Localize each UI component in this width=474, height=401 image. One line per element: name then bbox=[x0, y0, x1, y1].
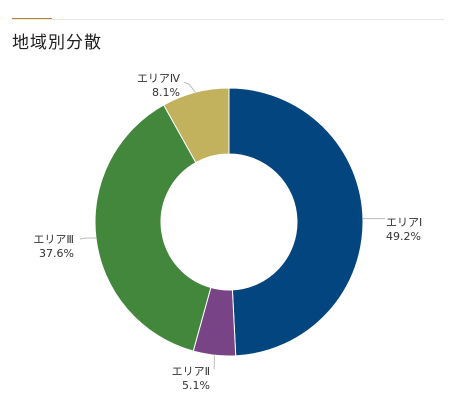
donut-slice[interactable] bbox=[229, 88, 363, 356]
slice-value-label: 37.6% bbox=[39, 247, 74, 260]
slice-value-label: 8.1% bbox=[152, 86, 180, 99]
slice-category-label: エリアⅢ bbox=[33, 233, 74, 246]
slice-category-label: エリアⅠ bbox=[386, 216, 422, 229]
leader-line bbox=[80, 238, 96, 239]
donut-slices bbox=[95, 88, 363, 356]
slice-value-label: 49.2% bbox=[386, 230, 421, 243]
slice-category-label: エリアⅡ bbox=[172, 365, 210, 378]
leader-line bbox=[184, 82, 195, 92]
slice-value-label: 5.1% bbox=[182, 379, 210, 392]
slice-category-label: エリアⅣ bbox=[137, 72, 181, 85]
